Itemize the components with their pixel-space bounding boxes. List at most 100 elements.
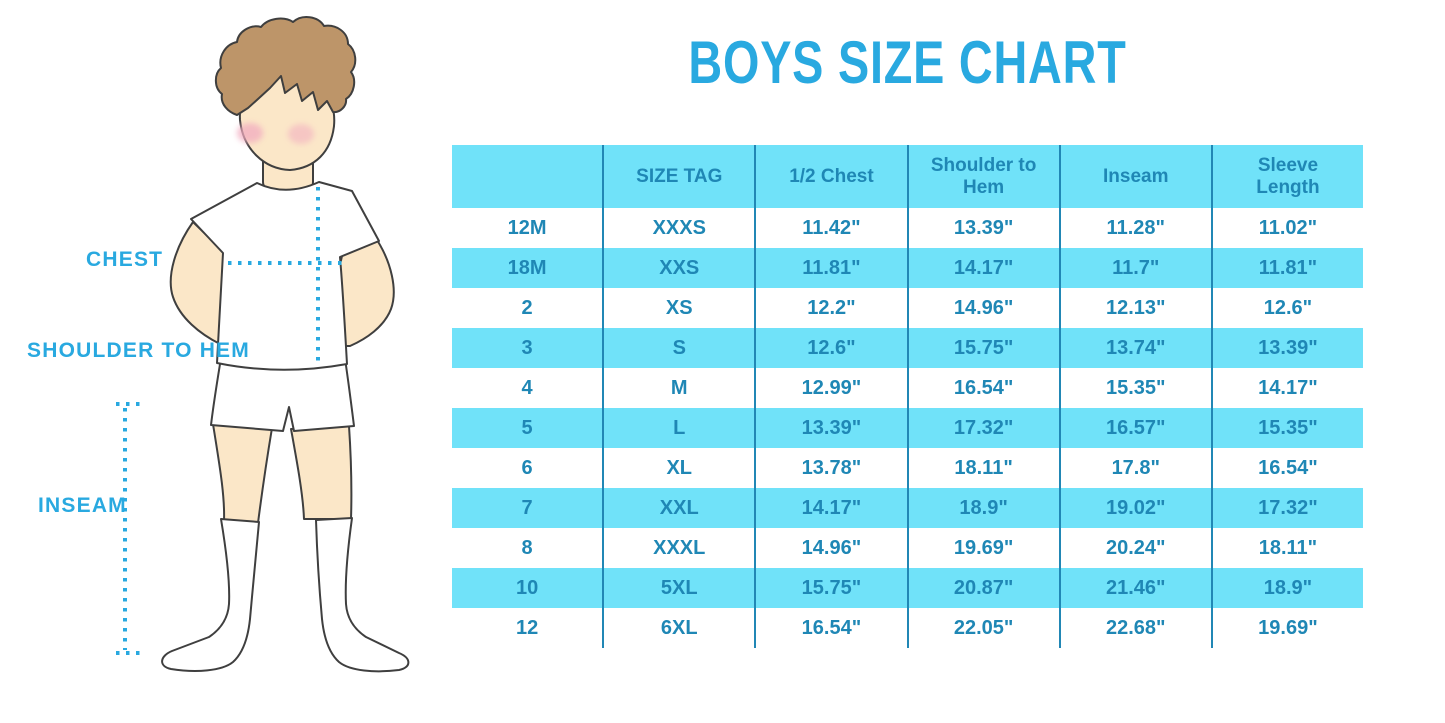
- table-cell: 17.32": [909, 408, 1061, 448]
- table-row: 5 L 13.39" 17.32" 16.57" 15.35": [452, 408, 1363, 448]
- table-cell: 13.78": [756, 448, 909, 488]
- table-cell: 8: [452, 528, 605, 568]
- header-sleeve-length: Sleeve Length: [1256, 154, 1320, 198]
- table-cell: 18.9": [909, 488, 1061, 528]
- table-cell: 19.02": [1061, 488, 1213, 528]
- table-cell: 16.57": [1061, 408, 1213, 448]
- table-cell: 20.87": [909, 568, 1061, 608]
- table-cell: M: [604, 368, 757, 408]
- table-cell: 11.7": [1061, 248, 1213, 288]
- table-cell: 22.68": [1061, 608, 1213, 648]
- table-cell: 3: [452, 328, 605, 368]
- table-cell: 12.6": [1263, 296, 1313, 319]
- table-cell: 5XL: [604, 568, 757, 608]
- boy-left-sock: [161, 518, 260, 672]
- table-cell: 19.69": [909, 528, 1061, 568]
- table-cell: 14.96": [756, 528, 909, 568]
- table-cell: 11.42": [756, 208, 909, 248]
- table-cell: 15.75": [756, 568, 909, 608]
- size-table-body: 12M XXXS 11.42" 13.39" 11.28" 11.02" 18M XXS 11.…: [452, 208, 1363, 648]
- page-title: BOYS SIZE CHART: [688, 29, 1127, 96]
- shoulder-to-hem-label: SHOULDER TO HEM: [27, 339, 250, 362]
- header-size-tag: SIZE TAG: [604, 145, 757, 208]
- table-cell: 6XL: [604, 608, 757, 648]
- table-row: 3 S 12.6" 15.75" 13.74" 13.39": [452, 328, 1363, 368]
- table-cell: 18.11": [1258, 536, 1318, 559]
- table-cell: 12.99": [756, 368, 909, 408]
- boy-hair: [214, 16, 357, 116]
- table-cell: 13.39": [909, 208, 1061, 248]
- table-cell: 12.6": [756, 328, 909, 368]
- table-cell: 17.8": [1061, 448, 1213, 488]
- table-row: 4 M 12.99" 16.54" 15.35" 14.17": [452, 368, 1363, 408]
- boy-illustration: [116, 16, 410, 673]
- table-cell: 14.17": [1258, 376, 1318, 399]
- boy-right-arm: [329, 239, 395, 347]
- table-row: 12 6XL 16.54" 22.05" 22.68" 19.69": [452, 608, 1363, 648]
- boy-shorts: [210, 351, 355, 432]
- table-row: 12M XXXS 11.42" 13.39" 11.28" 11.02": [452, 208, 1363, 248]
- table-cell: 18.9": [1263, 576, 1313, 599]
- table-row: 10 5XL 15.75" 20.87" 21.46" 18.9": [452, 568, 1363, 608]
- table-cell: 13.39": [1258, 336, 1318, 359]
- table-cell: 4: [452, 368, 605, 408]
- table-cell: 12: [452, 608, 605, 648]
- table-cell: L: [604, 408, 757, 448]
- table-cell: 12.13": [1061, 288, 1213, 328]
- table-cell: 7: [452, 488, 605, 528]
- table-cell: 14.96": [909, 288, 1061, 328]
- table-cell: 20.24": [1061, 528, 1213, 568]
- boy-measurement-figure: CHEST SHOULDER TO HEM INSEAM: [0, 0, 440, 723]
- boy-left-leg: [212, 423, 273, 524]
- table-cell: 12M: [452, 208, 605, 248]
- header-inseam: Inseam: [1061, 145, 1213, 208]
- table-row: 18M XXS 11.81" 14.17" 11.7" 11.81": [452, 248, 1363, 288]
- table-cell: 15.35": [1258, 416, 1318, 439]
- boy-right-cheek: [288, 124, 314, 144]
- boy-right-sock: [315, 517, 410, 673]
- table-cell: 11.02": [1258, 216, 1318, 239]
- table-cell: XXXL: [604, 528, 757, 568]
- header-size: [452, 145, 605, 208]
- table-cell: 14.17": [909, 248, 1061, 288]
- table-cell: 13.74": [1061, 328, 1213, 368]
- table-cell: 5: [452, 408, 605, 448]
- table-cell: XXXS: [604, 208, 757, 248]
- table-cell: 17.32": [1258, 496, 1318, 519]
- table-cell: 16.54": [756, 608, 909, 648]
- size-table-header-row: SIZE TAG 1/2 Chest Shoulder to Hem Insea…: [452, 145, 1363, 208]
- table-row: 6 XL 13.78" 18.11" 17.8" 16.54": [452, 448, 1363, 488]
- table-cell: 19.69": [1258, 616, 1318, 639]
- table-cell: 11.81": [756, 248, 909, 288]
- table-row: 2 XS 12.2" 14.96" 12.13" 12.6": [452, 288, 1363, 328]
- inseam-label: INSEAM: [38, 494, 127, 517]
- boy-right-leg: [290, 425, 353, 520]
- boy-left-cheek: [237, 123, 263, 143]
- table-cell: 15.75": [909, 328, 1061, 368]
- table-cell: XXL: [604, 488, 757, 528]
- table-cell: XL: [604, 448, 757, 488]
- header-shoulder-to-hem: Shoulder to Hem: [909, 145, 1061, 208]
- table-cell: 18M: [452, 248, 605, 288]
- table-cell: 11.28": [1061, 208, 1213, 248]
- table-cell: 11.81": [1258, 256, 1318, 279]
- table-cell: 14.17": [756, 488, 909, 528]
- table-cell: XS: [604, 288, 757, 328]
- table-cell: 10: [452, 568, 605, 608]
- table-cell: 16.54": [1258, 456, 1318, 479]
- table-cell: 16.54": [909, 368, 1061, 408]
- table-cell: 2: [452, 288, 605, 328]
- table-cell: 21.46": [1061, 568, 1213, 608]
- table-row: 8 XXXL 14.96" 19.69" 20.24" 18.11": [452, 528, 1363, 568]
- table-cell: S: [604, 328, 757, 368]
- header-half-chest: 1/2 Chest: [756, 145, 909, 208]
- table-row: 7 XXL 14.17" 18.9" 19.02" 17.32": [452, 488, 1363, 528]
- table-cell: 22.05": [909, 608, 1061, 648]
- boy-tshirt: [190, 181, 380, 371]
- table-cell: XXS: [604, 248, 757, 288]
- table-cell: 6: [452, 448, 605, 488]
- chest-label: CHEST: [86, 248, 164, 271]
- table-cell: 18.11": [909, 448, 1061, 488]
- table-cell: 13.39": [756, 408, 909, 448]
